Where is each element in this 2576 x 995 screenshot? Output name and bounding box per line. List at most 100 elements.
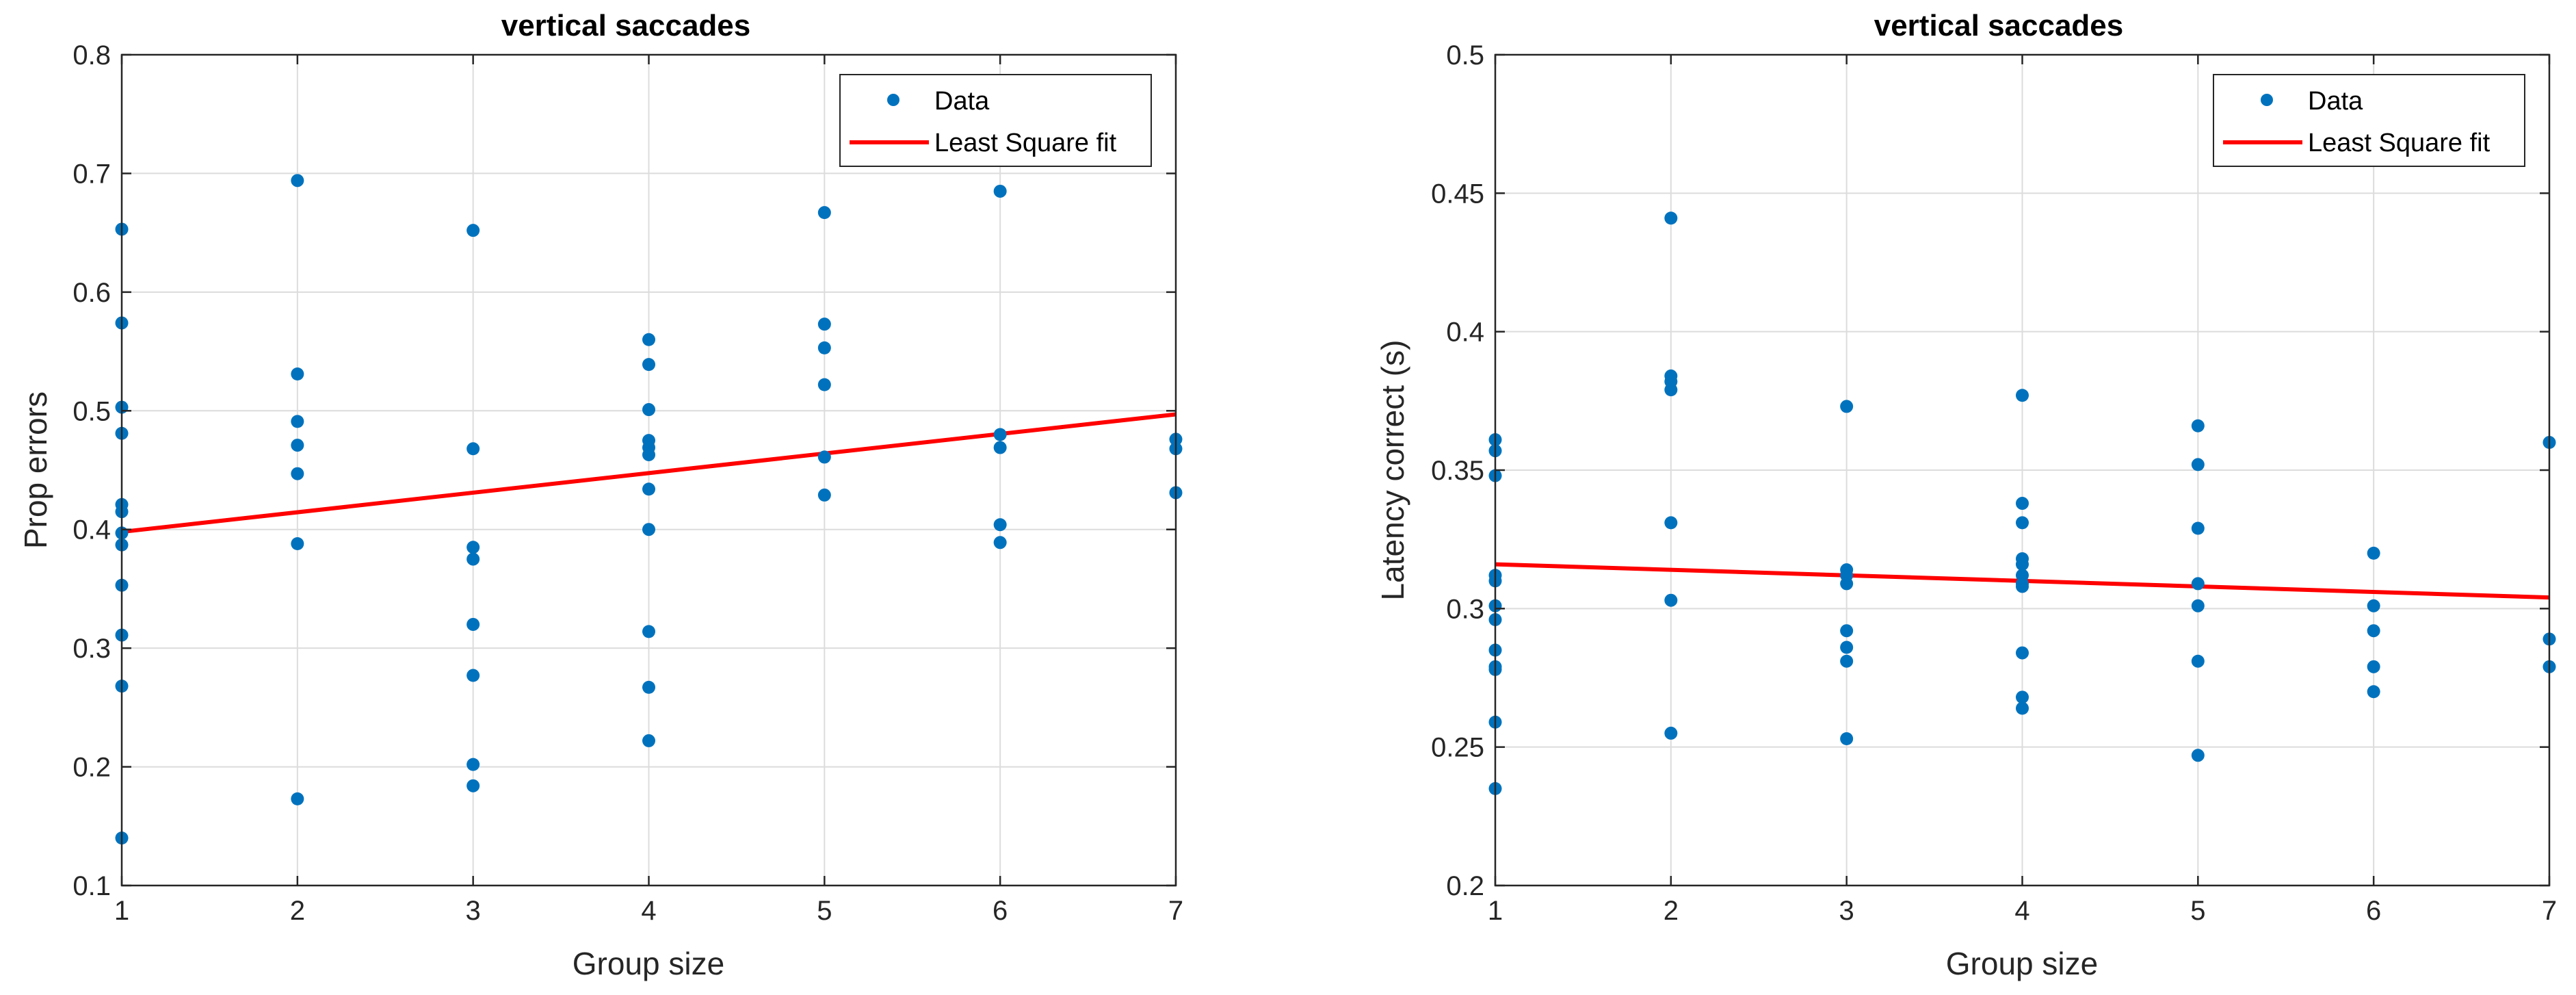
tick-marks <box>120 53 1177 887</box>
data-point <box>642 358 655 372</box>
y-axis-label: Latency correct (s) <box>1375 340 1410 601</box>
y-tick-label: 0.1 <box>73 871 111 901</box>
x-tick-label: 7 <box>1168 896 1183 926</box>
data-point <box>2191 419 2205 432</box>
data-point <box>993 428 1007 441</box>
data-point <box>993 536 1007 550</box>
data-point <box>642 482 655 496</box>
data-point <box>1664 211 1678 225</box>
legend: Data Least Square fit <box>839 74 1152 167</box>
x-tick-labels: 1 2 3 4 5 6 7 <box>1488 896 2557 926</box>
data-point <box>993 184 1007 198</box>
data-point <box>291 792 304 805</box>
x-tick-label: 3 <box>466 896 481 926</box>
y-tick-label: 0.3 <box>73 634 111 664</box>
x-tick-label: 2 <box>1664 896 1679 926</box>
y-tick-labels: 0.1 0.2 0.3 0.4 0.5 0.6 0.7 0.8 <box>73 40 111 901</box>
data-point <box>1840 732 1854 746</box>
data-point <box>642 403 655 417</box>
tick-marks <box>1494 53 2551 887</box>
x-axis-label: Group size <box>573 946 724 981</box>
data-point <box>2016 497 2029 511</box>
legend-data-marker <box>887 94 899 106</box>
data-point <box>817 450 831 464</box>
data-point <box>2016 580 2029 593</box>
data-point <box>2367 685 2380 699</box>
x-tick-label: 4 <box>641 896 656 926</box>
data-point <box>1664 516 1678 530</box>
data-point <box>2016 389 2029 402</box>
data-point <box>2367 660 2380 673</box>
data-point <box>291 415 304 428</box>
y-tick-label: 0.25 <box>1431 733 1484 763</box>
data-point <box>993 441 1007 454</box>
data-point <box>466 224 480 237</box>
data-point <box>466 552 480 566</box>
data-point <box>642 734 655 747</box>
data-point <box>642 333 655 346</box>
x-tick-label: 7 <box>2542 896 2557 926</box>
y-tick-label: 0.2 <box>73 753 111 783</box>
data-point <box>2016 701 2029 715</box>
legend-label-fit: Least Square fit <box>2308 129 2490 157</box>
data-point <box>817 341 831 354</box>
data-point <box>2191 749 2205 762</box>
data-point <box>1840 654 1854 668</box>
legend-data-marker <box>2261 94 2273 106</box>
data-point <box>2191 521 2205 535</box>
data-point <box>291 367 304 381</box>
data-point <box>2367 546 2380 560</box>
data-point <box>642 448 655 461</box>
y-tick-label: 0.4 <box>73 515 111 545</box>
data-point <box>1664 593 1678 607</box>
data-point <box>2191 577 2205 591</box>
y-tick-label: 0.5 <box>1446 40 1484 70</box>
data-point <box>291 537 304 551</box>
data-point <box>1840 577 1854 591</box>
data-point <box>2016 516 2029 530</box>
data-point <box>1840 624 1854 638</box>
x-axis-label: Group size <box>1946 946 2098 981</box>
legend-box <box>2213 74 2525 167</box>
x-tick-labels: 1 2 3 4 5 6 7 <box>114 896 1183 926</box>
x-tick-label: 1 <box>114 896 129 926</box>
data-point <box>466 779 480 792</box>
data-point <box>2367 624 2380 638</box>
data-point <box>817 378 831 391</box>
data-point <box>291 467 304 480</box>
y-tick-label: 0.5 <box>73 396 111 426</box>
x-tick-label: 2 <box>290 896 305 926</box>
y-tick-label: 0.4 <box>1446 318 1484 348</box>
data-point <box>466 758 480 771</box>
x-tick-label: 5 <box>817 896 832 926</box>
plot-title: vertical saccades <box>1874 9 2124 42</box>
plot-title: vertical saccades <box>501 9 751 42</box>
legend-label-data: Data <box>934 87 990 116</box>
x-tick-label: 3 <box>1839 896 1854 926</box>
x-tick-label: 5 <box>2190 896 2205 926</box>
legend-label-fit: Least Square fit <box>934 129 1117 157</box>
x-tick-label: 1 <box>1488 896 1503 926</box>
legend: Data Least Square fit <box>2213 74 2525 167</box>
data-point <box>1664 383 1678 397</box>
x-tick-label: 6 <box>2366 896 2381 926</box>
y-tick-label: 0.2 <box>1446 871 1484 901</box>
data-point <box>466 669 480 682</box>
y-axis-label: Prop errors <box>18 391 53 549</box>
data-point <box>466 617 480 631</box>
data-point <box>1840 641 1854 654</box>
data-point <box>466 442 480 456</box>
data-point <box>291 439 304 452</box>
data-point <box>817 206 831 220</box>
y-tick-label: 0.7 <box>73 159 111 189</box>
data-point <box>1664 726 1678 740</box>
x-tick-label: 4 <box>2014 896 2029 926</box>
legend-box <box>839 74 1152 167</box>
y-tick-label: 0.35 <box>1431 456 1484 486</box>
y-tick-label: 0.3 <box>1446 594 1484 624</box>
data-point <box>2367 599 2380 612</box>
data-point <box>817 318 831 331</box>
